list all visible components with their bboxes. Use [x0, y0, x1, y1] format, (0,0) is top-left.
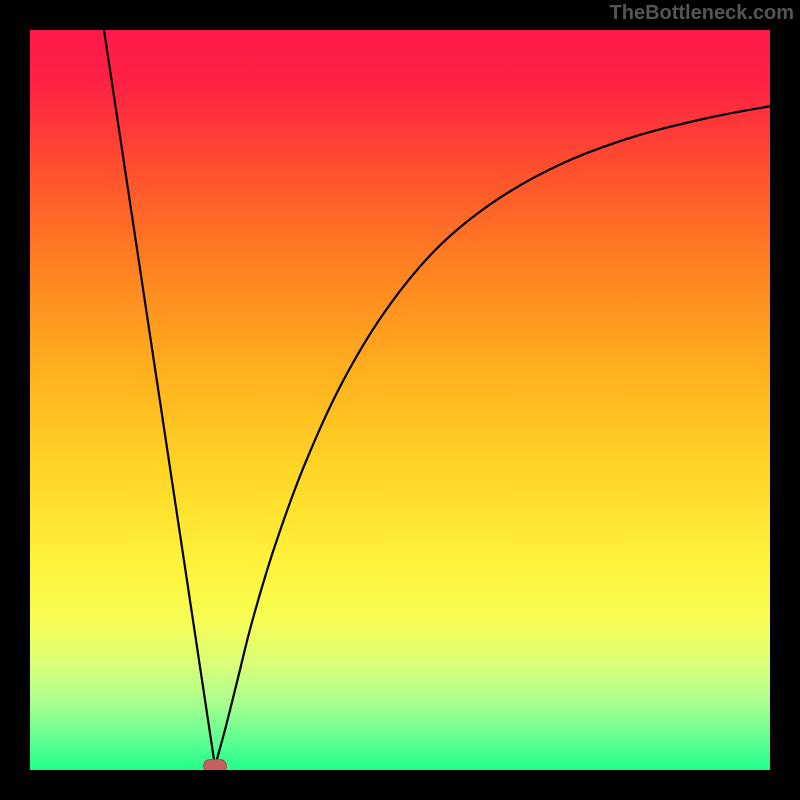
- optima-marker: [203, 759, 227, 770]
- curve-path: [104, 30, 770, 766]
- bottleneck-curve: [30, 30, 770, 770]
- plot-area: [30, 30, 770, 770]
- watermark-text: TheBottleneck.com: [610, 2, 794, 25]
